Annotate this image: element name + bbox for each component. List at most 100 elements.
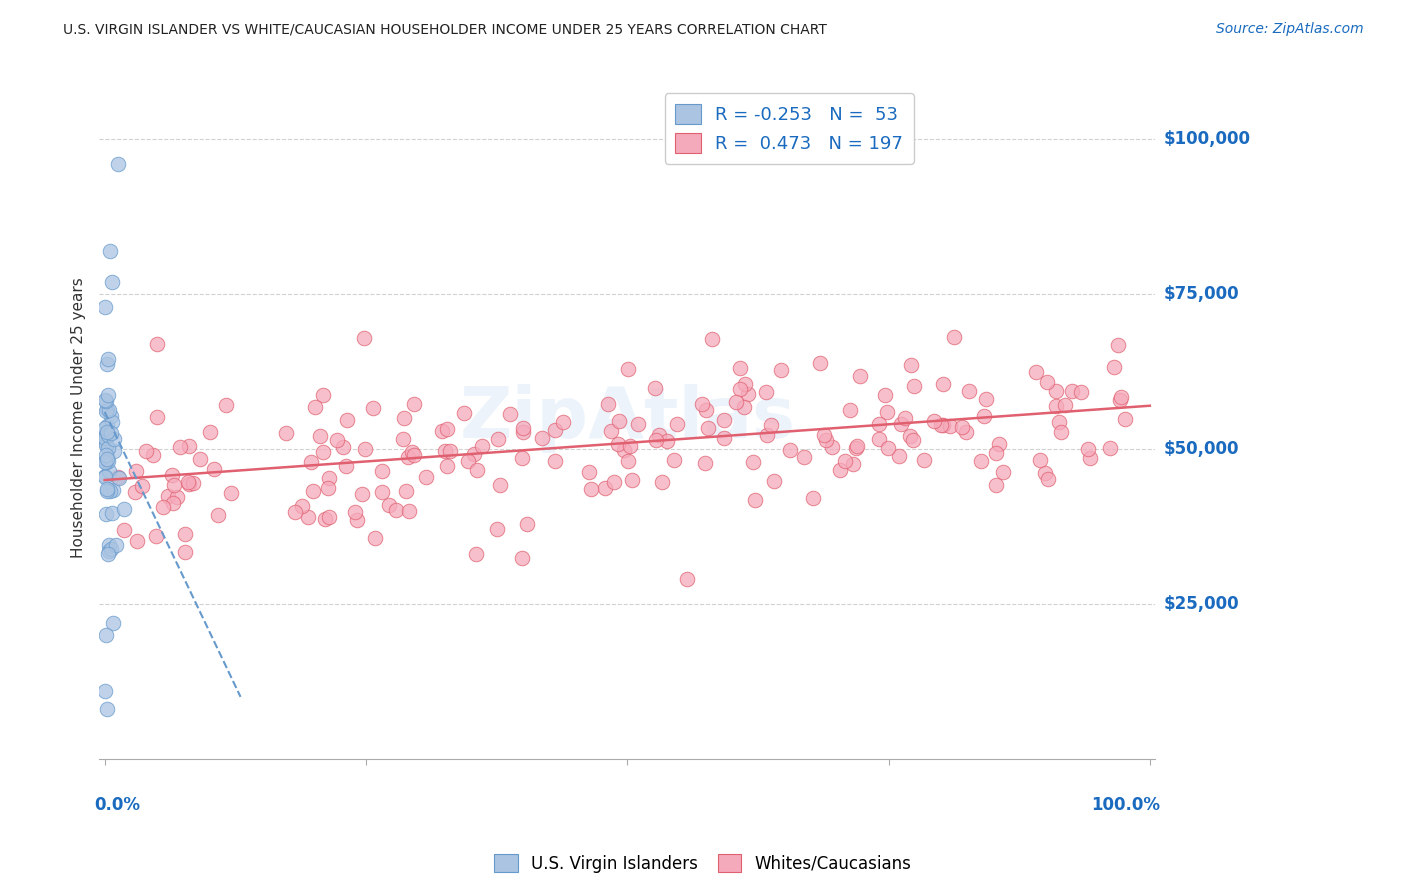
Point bbox=[105, 538, 128, 552]
Point bbox=[929, 417, 952, 432]
Text: Source: ZipAtlas.com: Source: ZipAtlas.com bbox=[1216, 22, 1364, 37]
Point bbox=[486, 432, 509, 446]
Point bbox=[97, 464, 120, 478]
Point bbox=[318, 509, 340, 524]
Point bbox=[465, 548, 488, 562]
Point bbox=[125, 464, 148, 478]
Point bbox=[370, 484, 392, 499]
Point bbox=[666, 417, 689, 431]
Point bbox=[96, 448, 118, 462]
Point bbox=[725, 395, 748, 409]
Point bbox=[986, 477, 1008, 491]
Point bbox=[609, 414, 631, 428]
Point bbox=[544, 423, 567, 437]
Point bbox=[510, 551, 533, 566]
Point bbox=[1045, 384, 1067, 398]
Point bbox=[101, 506, 124, 520]
Point bbox=[361, 401, 384, 416]
Y-axis label: Householder Income Under 25 years: Householder Income Under 25 years bbox=[72, 277, 86, 558]
Point bbox=[146, 410, 169, 425]
Point bbox=[741, 455, 763, 469]
Point bbox=[820, 440, 842, 454]
Point bbox=[973, 409, 995, 423]
Point bbox=[733, 400, 755, 414]
Point bbox=[395, 483, 418, 498]
Point bbox=[868, 432, 890, 446]
Point bbox=[769, 363, 792, 377]
Point bbox=[763, 475, 786, 489]
Point bbox=[94, 455, 117, 469]
Point bbox=[96, 628, 118, 642]
Point bbox=[346, 512, 368, 526]
Point bbox=[94, 421, 117, 435]
Point bbox=[950, 420, 973, 434]
Point bbox=[463, 447, 485, 461]
Point bbox=[94, 394, 117, 409]
Point bbox=[97, 428, 120, 442]
Text: $75,000: $75,000 bbox=[1163, 285, 1239, 303]
Point bbox=[146, 336, 169, 351]
Point bbox=[114, 523, 136, 537]
Point bbox=[544, 454, 567, 468]
Point bbox=[353, 330, 375, 344]
Point bbox=[398, 504, 420, 518]
Point bbox=[728, 361, 751, 376]
Point bbox=[530, 431, 553, 445]
Point bbox=[457, 453, 479, 467]
Point bbox=[894, 410, 917, 425]
Point bbox=[385, 502, 408, 516]
Point bbox=[1060, 384, 1083, 398]
Point bbox=[1033, 466, 1056, 480]
Point bbox=[335, 458, 357, 473]
Point bbox=[96, 351, 118, 366]
Point bbox=[107, 470, 129, 484]
Point bbox=[183, 476, 205, 491]
Point bbox=[877, 441, 900, 455]
Point bbox=[1107, 338, 1129, 352]
Point bbox=[179, 476, 201, 491]
Point bbox=[922, 414, 945, 428]
Point bbox=[939, 419, 962, 434]
Point bbox=[174, 526, 197, 541]
Point bbox=[124, 485, 146, 500]
Point bbox=[221, 485, 243, 500]
Point bbox=[901, 433, 924, 447]
Point bbox=[96, 483, 118, 497]
Point bbox=[430, 424, 453, 438]
Point bbox=[1099, 442, 1122, 456]
Point bbox=[617, 454, 640, 468]
Point bbox=[834, 454, 856, 468]
Point bbox=[603, 475, 626, 490]
Point bbox=[1114, 412, 1136, 426]
Point bbox=[108, 471, 131, 485]
Point bbox=[828, 463, 851, 477]
Point bbox=[343, 505, 366, 519]
Point bbox=[695, 456, 717, 470]
Point bbox=[166, 490, 188, 504]
Point bbox=[299, 455, 322, 469]
Point bbox=[1078, 451, 1101, 466]
Point bbox=[97, 388, 120, 402]
Point bbox=[728, 382, 751, 396]
Legend: U.S. Virgin Islanders, Whites/Caucasians: U.S. Virgin Islanders, Whites/Caucasians bbox=[488, 847, 918, 880]
Point bbox=[756, 428, 779, 442]
Point bbox=[744, 492, 766, 507]
Point bbox=[898, 429, 921, 443]
Point bbox=[96, 357, 118, 371]
Text: ZipAtlas: ZipAtlas bbox=[460, 384, 796, 452]
Point bbox=[103, 432, 125, 446]
Point bbox=[207, 508, 229, 522]
Point bbox=[101, 415, 124, 429]
Point bbox=[125, 534, 148, 549]
Point bbox=[370, 464, 392, 478]
Point bbox=[737, 387, 759, 401]
Point bbox=[97, 547, 120, 561]
Point bbox=[1045, 400, 1067, 414]
Point bbox=[485, 522, 508, 536]
Point bbox=[648, 428, 671, 442]
Point bbox=[107, 157, 129, 171]
Point bbox=[94, 683, 117, 698]
Point bbox=[1036, 471, 1059, 485]
Point bbox=[900, 359, 922, 373]
Point bbox=[889, 449, 911, 463]
